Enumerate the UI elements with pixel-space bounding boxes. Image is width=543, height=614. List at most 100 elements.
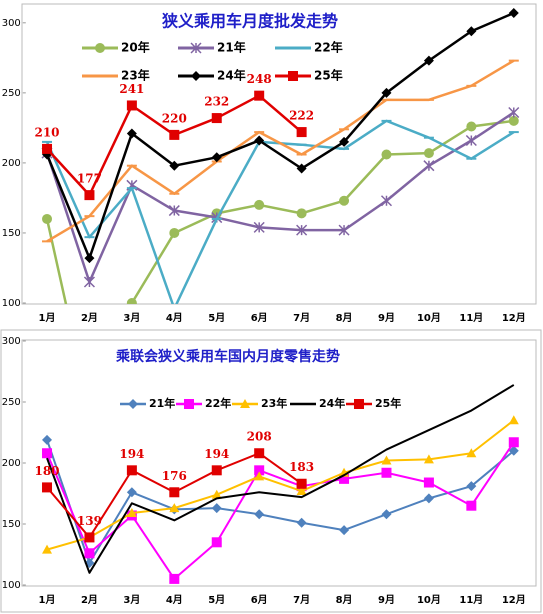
- y-tick-label: 250: [2, 397, 21, 408]
- data-label: 220: [162, 111, 187, 125]
- x-tick-label: 11月: [459, 594, 483, 606]
- series-line: [46, 441, 515, 580]
- legend-label: 21年: [149, 396, 175, 410]
- plot-frame: [21, 3, 537, 305]
- marker: [296, 127, 307, 138]
- x-tick-label: 7月: [293, 312, 310, 324]
- marker: [423, 160, 435, 172]
- marker: [169, 160, 180, 171]
- marker: [211, 465, 222, 476]
- y-tick-label: 250: [2, 88, 21, 99]
- marker: [169, 129, 180, 140]
- x-tick-label: 9月: [378, 312, 395, 324]
- marker: [42, 482, 53, 493]
- y-tick-label: 100: [2, 580, 21, 591]
- marker: [296, 486, 307, 496]
- data-label: 194: [119, 447, 144, 461]
- x-tick-label: 3月: [123, 594, 140, 606]
- x-tick-label: 7月: [293, 594, 310, 606]
- data-label: 180: [34, 464, 59, 478]
- marker: [508, 8, 519, 19]
- marker: [296, 208, 307, 219]
- marker: [466, 26, 477, 37]
- chart-frame: [0, 329, 542, 613]
- marker: [339, 525, 350, 536]
- marker: [296, 517, 307, 528]
- marker: [465, 134, 477, 147]
- marker: [381, 509, 392, 520]
- marker: [508, 415, 519, 425]
- plot-area: [41, 8, 520, 304]
- x-tick-label: 4月: [166, 312, 183, 324]
- marker: [423, 477, 434, 488]
- marker: [288, 71, 298, 81]
- series-line: [46, 384, 515, 574]
- marker: [423, 493, 434, 504]
- marker: [380, 195, 393, 207]
- data-label: 232: [204, 95, 229, 109]
- marker: [128, 399, 138, 409]
- y-tick-label: 300: [2, 18, 21, 29]
- marker: [354, 399, 364, 409]
- series-line: [45, 111, 515, 284]
- marker: [42, 448, 53, 459]
- marker: [296, 163, 307, 174]
- x-tick-label: 1月: [39, 312, 56, 324]
- y-tick-label: 200: [2, 458, 21, 469]
- marker: [466, 481, 477, 492]
- marker: [95, 43, 105, 53]
- marker: [423, 454, 434, 464]
- x-tick-label: 5月: [208, 594, 225, 606]
- marker: [240, 399, 250, 408]
- marker: [169, 573, 180, 584]
- marker: [168, 205, 180, 217]
- marker: [466, 121, 477, 132]
- marker: [423, 148, 434, 159]
- x-tick-label: 1月: [39, 594, 56, 606]
- data-label: 177: [77, 172, 102, 186]
- legend-label: 25年: [375, 396, 401, 410]
- marker: [339, 473, 350, 484]
- x-tick-label: 10月: [417, 312, 441, 324]
- plot-area: [42, 384, 519, 584]
- legend-label: 20年: [121, 40, 150, 55]
- marker: [296, 478, 307, 489]
- x-tick-label: 4月: [166, 594, 183, 606]
- legend-label: 23年: [261, 396, 287, 410]
- marker: [211, 489, 222, 499]
- y-tick-label: 150: [2, 519, 21, 530]
- series-line: [45, 11, 515, 260]
- marker: [84, 548, 95, 559]
- x-tick-label: 9月: [378, 594, 395, 606]
- legend-label: 22年: [205, 396, 231, 410]
- x-tick-label: 6月: [251, 594, 268, 606]
- data-label: 176: [162, 469, 187, 483]
- marker: [381, 455, 392, 465]
- chart-title: 乘联会狭义乘用车国内月度零售走势: [115, 348, 340, 365]
- data-label: 208: [247, 430, 272, 444]
- x-tick-label: 10月: [417, 594, 441, 606]
- marker: [184, 399, 194, 409]
- plot-frame: [21, 339, 537, 587]
- marker: [42, 213, 53, 224]
- y-tick-label: 150: [2, 228, 21, 239]
- marker: [42, 434, 53, 445]
- marker: [254, 90, 265, 101]
- marker: [126, 100, 137, 111]
- marker: [169, 487, 180, 498]
- x-tick-label: 11月: [459, 312, 483, 324]
- marker: [84, 190, 95, 201]
- marker: [381, 87, 392, 98]
- data-label: 139: [77, 514, 102, 528]
- chart-title: 狭义乘用车月度批发走势: [161, 12, 338, 31]
- x-tick-label: 5月: [208, 312, 225, 324]
- marker: [126, 128, 137, 139]
- series-line: [45, 119, 514, 304]
- data-label: 183: [289, 460, 314, 474]
- marker: [211, 537, 222, 548]
- marker: [169, 503, 180, 513]
- legend-label: 24年: [319, 396, 345, 410]
- legend-label: 22年: [314, 40, 343, 55]
- series-line: [45, 119, 515, 304]
- marker: [211, 503, 222, 514]
